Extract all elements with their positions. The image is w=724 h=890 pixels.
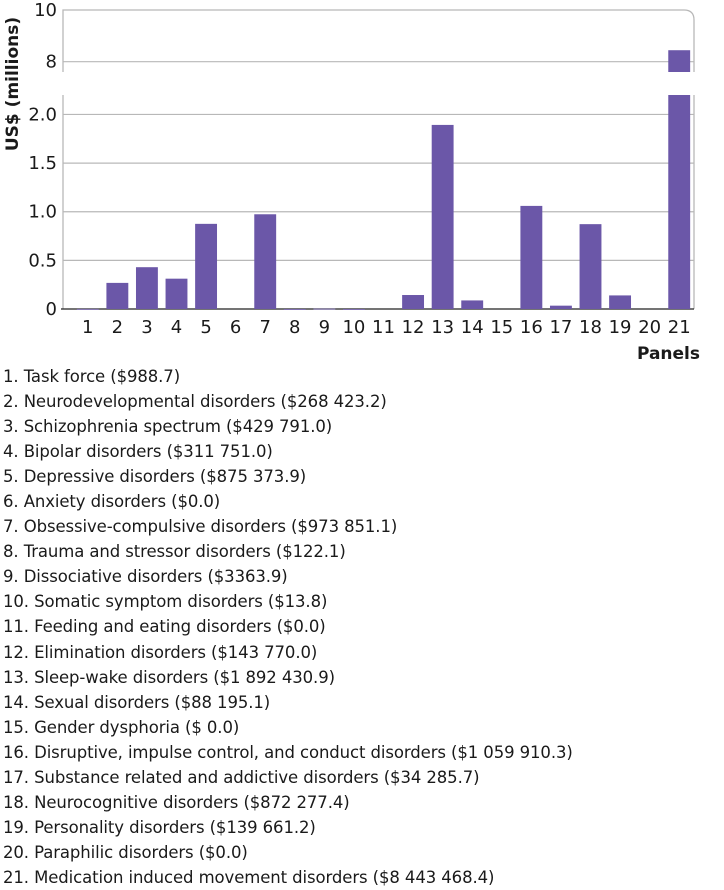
y-tick-label: 2.0 xyxy=(28,104,57,125)
bar-10 xyxy=(342,308,365,310)
bar-21-upper xyxy=(668,50,691,72)
legend-item: 8. Trauma and stressor disorders ($122.1… xyxy=(3,542,346,562)
x-axis-title: Panels xyxy=(637,344,700,362)
x-tick-label: 21 xyxy=(668,317,691,338)
x-tick-label: 6 xyxy=(230,317,241,338)
legend-item: 16. Disruptive, impulse control, and con… xyxy=(3,742,573,762)
bar-1 xyxy=(76,308,99,310)
bar-5 xyxy=(195,223,218,309)
bar-9 xyxy=(313,308,336,310)
x-tick-label: 20 xyxy=(638,317,661,338)
x-tick-labels: 1 2 3 4 5 6 7 8 9 10 11 12 13 14 15 16 17 18 19 20 21 xyxy=(82,317,691,338)
x-tick-label: 17 xyxy=(549,317,572,338)
legend-item: 20. Paraphilic disorders ($0.0) xyxy=(3,842,248,862)
x-tick-label: 1 xyxy=(82,317,93,338)
bar-8 xyxy=(283,308,306,310)
lower-frame-sides xyxy=(62,95,695,309)
y-tick-label: 10 xyxy=(34,0,57,21)
bar-13 xyxy=(431,124,454,309)
legend-item: 10. Somatic symptom disorders ($13.8) xyxy=(3,592,328,612)
upper-frame xyxy=(62,9,695,72)
y-tick-label: 1.5 xyxy=(28,153,57,174)
y-axis-title: US$ (millions) xyxy=(3,17,23,151)
y-tick-labels: 0 0.5 1.0 1.5 2.0 8 10 xyxy=(28,0,57,320)
x-tick-label: 18 xyxy=(579,317,602,338)
legend-item: 21. Medication induced movement disorder… xyxy=(3,867,495,887)
bar-7 xyxy=(254,214,277,309)
legend-item: 17. Substance related and addictive diso… xyxy=(3,767,480,787)
bar-12 xyxy=(402,295,425,309)
x-tick-label: 2 xyxy=(112,317,123,338)
x-tick-label: 13 xyxy=(431,317,454,338)
x-tick-label: 4 xyxy=(171,317,182,338)
bar-17 xyxy=(549,305,572,309)
legend-item: 12. Elimination disorders ($143 770.0) xyxy=(3,642,318,662)
x-tick-label: 12 xyxy=(402,317,425,338)
legend-item: 5. Depressive disorders ($875 373.9) xyxy=(3,467,307,487)
legend-item: 13. Sleep-wake disorders ($1 892 430.9) xyxy=(3,667,335,687)
bar-21 xyxy=(668,95,691,309)
legend-item: 9. Dissociative disorders ($3363.9) xyxy=(3,567,288,587)
x-tick-label: 19 xyxy=(609,317,632,338)
panel-legend: 1. Task force ($988.7) 2. Neurodevelopmen… xyxy=(3,364,573,890)
x-tick-label: 8 xyxy=(289,317,300,338)
bar-2 xyxy=(106,282,129,309)
legend-item: 11. Feeding and eating disorders ($0.0) xyxy=(3,617,326,637)
x-tick-label: 3 xyxy=(141,317,152,338)
legend-item: 6. Anxiety disorders ($0.0) xyxy=(3,492,221,512)
legend-item: 18. Neurocognitive disorders ($872 277.4… xyxy=(3,792,350,812)
x-tick-label: 5 xyxy=(200,317,211,338)
bar-19 xyxy=(609,295,632,309)
y-tick-label: 0.5 xyxy=(28,250,57,271)
x-tick-label: 14 xyxy=(461,317,484,338)
legend-item: 14. Sexual disorders ($88 195.1) xyxy=(3,692,271,712)
bars xyxy=(76,50,691,310)
x-tick-label: 11 xyxy=(372,317,395,338)
legend-item: 19. Personality disorders ($139 661.2) xyxy=(3,817,316,837)
legend-item: 1. Task force ($988.7) xyxy=(3,367,181,386)
x-tick-label: 16 xyxy=(520,317,543,338)
bar-16 xyxy=(520,205,543,309)
legend-item: 2. Neurodevelopmental disorders ($268 42… xyxy=(3,392,387,412)
bar-3 xyxy=(135,267,158,309)
bar-18 xyxy=(579,224,602,309)
legend-item: 15. Gender dysphoria ($ 0.0) xyxy=(3,717,240,737)
x-tick-label: 15 xyxy=(490,317,513,338)
y-tick-label: 1.0 xyxy=(28,202,57,223)
x-tick-label: 9 xyxy=(319,317,330,338)
legend-item: 3. Schizophrenia spectrum ($429 791.0) xyxy=(3,417,333,437)
legend-item: 7. Obsessive-compulsive disorders ($973 … xyxy=(3,517,398,537)
bar-4 xyxy=(165,278,188,309)
bar-14 xyxy=(461,300,484,309)
x-tick-label: 10 xyxy=(342,317,365,338)
x-tick-label: 7 xyxy=(259,317,270,338)
y-tick-label: 8 xyxy=(46,52,57,73)
y-tick-label: 0 xyxy=(46,299,57,320)
legend-item: 4. Bipolar disorders ($311 751.0) xyxy=(3,442,273,462)
